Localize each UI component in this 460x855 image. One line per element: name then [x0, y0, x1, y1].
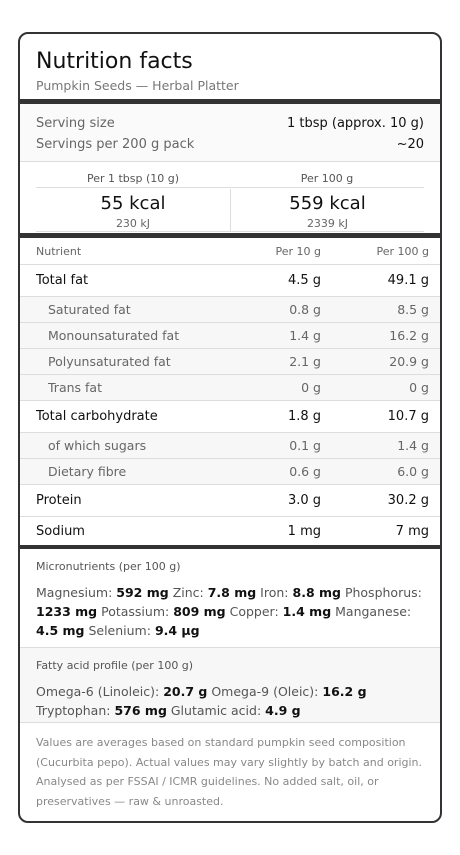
section-items: Omega-6 (Linoleic): 20.7 g Omega-9 (Olei… — [36, 682, 424, 720]
item-label: Phosphorus: — [344, 585, 422, 600]
nutrient-name: Monounsaturated fat — [48, 328, 180, 343]
column-header: Per 10 g — [275, 244, 321, 258]
nutrient-per10: 1.4 g — [289, 328, 321, 343]
energy-kcal: 559 kcal — [289, 192, 366, 214]
nutrient-per100: 6.0 g — [397, 464, 429, 479]
serving-value: ~20 — [396, 137, 424, 152]
item-label: Zinc: — [172, 585, 204, 600]
nutrient-row: Polyunsaturated fat 2.1 g 20.9 g — [20, 349, 440, 375]
nutrient-per10: 4.5 g — [287, 273, 321, 288]
section-title: Fatty acid profile (per 100 g) — [36, 659, 194, 672]
item-value: 1233 mg — [36, 604, 98, 619]
serving-row: Servings per 200 g pack ~20 — [36, 134, 424, 155]
energy-kj: 230 kJ — [115, 216, 151, 230]
nutrient-per100: 7 mg — [395, 523, 429, 539]
nutrient-row: Sodium 1 mg 7 mg — [20, 517, 440, 549]
nutrient-per10: 1.8 g — [287, 409, 321, 424]
nutrient-name: Total carbohydrate — [36, 409, 158, 424]
nutrient-row: Saturated fat 0.8 g 8.5 g — [20, 297, 440, 323]
header: Nutrition facts Pumpkin Seeds — Herbal Pl… — [20, 34, 440, 104]
item-value: 592 mg — [116, 585, 169, 600]
energy-cell: 55 kcal 230 kJ — [36, 189, 230, 232]
nutrient-per100: 30.2 g — [387, 493, 429, 508]
micronutrients: Micronutrients (per 100 g) Magnesium: 592… — [20, 549, 440, 647]
item-label: Omega-6 (Linoleic): — [36, 684, 160, 699]
nutrient-per10: 0.6 g — [289, 464, 321, 479]
item-label: Glutamic acid: — [170, 703, 262, 718]
nutrient-name: Polyunsaturated fat — [48, 354, 171, 369]
nutrient-row: Total carbohydrate 1.8 g 10.7 g — [20, 401, 440, 433]
nutrient-name: Sodium — [36, 523, 85, 539]
item-value: 4.5 mg — [36, 623, 85, 638]
item-label: Tryptophan: — [36, 703, 111, 718]
nutrient-row: Protein 3.0 g 30.2 g — [20, 485, 440, 517]
item-value: 8.8 mg — [292, 585, 341, 600]
fatty-acids: Fatty acid profile (per 100 g) Omega-6 (L… — [20, 647, 440, 722]
nutrient-row: Total fat 4.5 g 49.1 g — [20, 265, 440, 297]
item-value: 20.7 g — [163, 684, 208, 699]
item-value: 1.4 mg — [282, 604, 332, 619]
serving: Serving size 1 tbsp (approx. 10 g) Serving… — [20, 104, 440, 162]
serving-label: Servings per 200 g pack — [36, 137, 195, 152]
nutrient-per100: 16.2 g — [389, 328, 429, 343]
energy-grid: Per 1 tbsp (10 g) Per 100 g 55 kcal 230 kJ 5… — [36, 162, 424, 232]
nutrient-per100: 1.4 g — [397, 438, 429, 453]
item-value: 9.4 µg — [154, 623, 200, 638]
nutrient-row: of which sugars 0.1 g 1.4 g — [20, 433, 440, 459]
item-label: Copper: — [229, 604, 279, 619]
item-label: Omega-9 (Oleic): — [211, 684, 319, 699]
nutrient-per10: 0.1 g — [289, 438, 321, 453]
serving-row: Serving size 1 tbsp (approx. 10 g) — [36, 113, 424, 134]
section-title: Micronutrients (per 100 g) — [36, 560, 181, 573]
nutrient-name: Dietary fibre — [48, 464, 127, 479]
nutrient-per100: 8.5 g — [397, 302, 429, 317]
energy-cell: 559 kcal 2339 kJ — [230, 188, 424, 232]
item-value: 7.8 mg — [207, 585, 257, 600]
footnote: Values are averages based on standard pu… — [20, 722, 440, 811]
subtitle: Pumpkin Seeds — Herbal Platter — [36, 78, 239, 93]
item-label: Manganese: — [335, 604, 412, 619]
nutrient-per10: 3.0 g — [287, 493, 321, 508]
item-value: 16.2 g — [322, 684, 367, 699]
nutrient-per10: 2.1 g — [289, 354, 321, 369]
column-header: Nutrient — [36, 244, 82, 258]
nutrient-per10: 1 mg — [287, 523, 321, 539]
energy: Per 1 tbsp (10 g) Per 100 g 55 kcal 230 kJ 5… — [20, 162, 440, 238]
nutrient-row: Monounsaturated fat 1.4 g 16.2 g — [20, 323, 440, 349]
energy-kj: 2339 kJ — [306, 216, 349, 230]
nutrient-name: of which sugars — [48, 438, 147, 453]
item-value: 576 mg — [114, 703, 167, 718]
item-value: 4.9 g — [265, 703, 301, 718]
serving-value: 1 tbsp (approx. 10 g) — [286, 116, 424, 131]
nutrient-per10: 0 g — [301, 380, 321, 395]
nutrient-row: Trans fat 0 g 0 g — [20, 375, 440, 401]
section-items: Magnesium: 592 mg Zinc: 7.8 mg Iron: 8.8… — [36, 583, 424, 640]
nutrient-per100: 0 g — [409, 380, 429, 395]
item-label: Iron: — [260, 585, 289, 600]
table-header: Nutrient Per 10 g Per 100 g — [20, 238, 440, 265]
energy-heading: Per 100 g — [230, 162, 424, 188]
column-header: Per 100 g — [376, 244, 429, 258]
nutrient-per100: 10.7 g — [387, 409, 429, 424]
title: Nutrition facts — [36, 49, 193, 74]
nutrient-row: Dietary fibre 0.6 g 6.0 g — [20, 459, 440, 485]
item-label: Magnesium: — [36, 585, 113, 600]
energy-heading: Per 1 tbsp (10 g) — [36, 162, 230, 188]
nutrient-per10: 0.8 g — [289, 302, 321, 317]
item-value: 809 mg — [173, 604, 226, 619]
nutrient-name: Total fat — [36, 273, 89, 288]
serving-label: Serving size — [36, 116, 115, 131]
nutrition-card: Nutrition facts Pumpkin Seeds — Herbal Pl… — [18, 32, 442, 823]
nutrient-name: Trans fat — [48, 380, 102, 395]
item-label: Potassium: — [101, 604, 170, 619]
energy-kcal: 55 kcal — [100, 192, 166, 214]
nutrient-name: Saturated fat — [48, 302, 131, 317]
item-label: Selenium: — [88, 623, 151, 638]
nutrient-name: Protein — [36, 493, 82, 508]
nutrient-per100: 49.1 g — [387, 273, 429, 288]
nutrient-per100: 20.9 g — [389, 354, 429, 369]
